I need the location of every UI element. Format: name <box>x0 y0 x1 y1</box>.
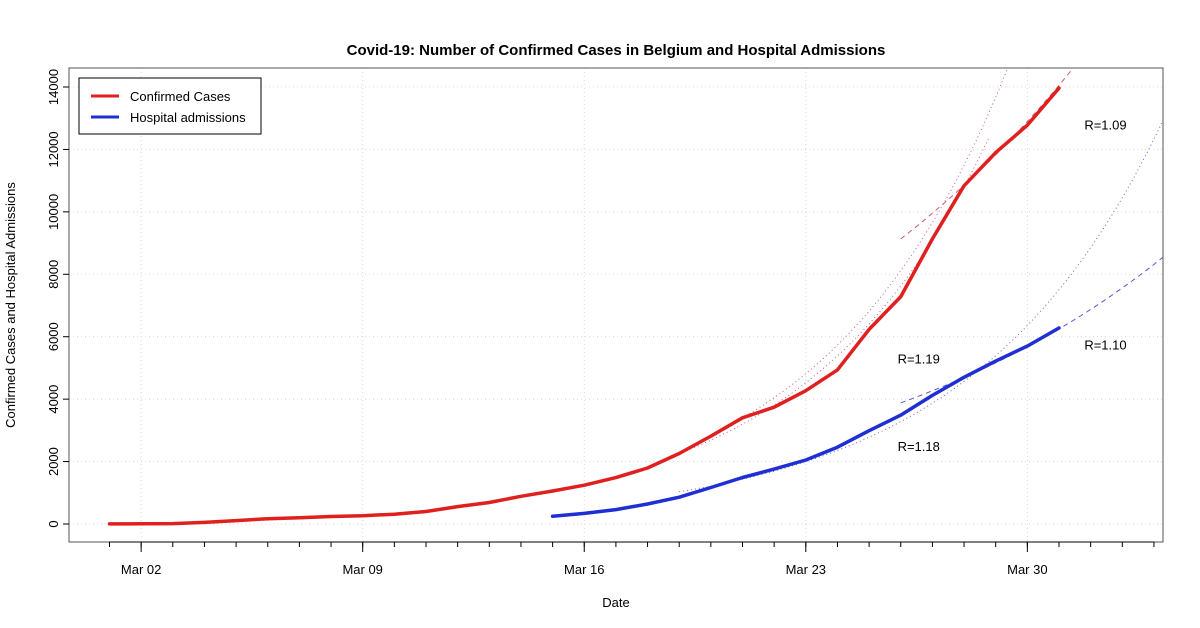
fit-curve-dashed <box>900 68 1074 240</box>
r-value-annotation: R=1.10 <box>1084 338 1126 353</box>
y-tick-label: 14000 <box>46 69 61 105</box>
x-tick-label: Mar 16 <box>564 562 604 577</box>
fit-curve-dotted <box>679 136 990 454</box>
y-tick-label: 2000 <box>46 447 61 476</box>
chart-title: Covid-19: Number of Confirmed Cases in B… <box>347 42 886 59</box>
r-value-annotation: R=1.18 <box>898 439 940 454</box>
y-axis-label: Confirmed Cases and Hospital Admissions <box>3 182 18 428</box>
y-tick-label: 10000 <box>46 194 61 230</box>
r-value-annotation: R=1.09 <box>1084 117 1126 132</box>
series-line-confirmed-cases <box>107 86 1061 526</box>
fit-curve-dashed <box>900 256 1163 404</box>
plot-frame <box>68 67 1164 543</box>
x-tick-label: Mar 02 <box>121 562 161 577</box>
x-axis: Mar 02 Mar 09 Mar 16 Mar 23 Mar 30 <box>109 541 1155 577</box>
y-tick-label: 8000 <box>46 260 61 289</box>
legend-label-hospital-admissions: Hospital admissions <box>130 110 246 125</box>
x-tick-label: Mar 30 <box>1007 562 1047 577</box>
series-lines <box>107 86 1061 526</box>
legend-box <box>78 77 262 135</box>
x-tick-label: Mar 09 <box>342 562 382 577</box>
legend-label-confirmed-cases: Confirmed Cases <box>130 89 231 104</box>
legend: Confirmed Cases Hospital admissions <box>78 77 262 135</box>
fit-curves <box>679 68 1163 493</box>
annotations: R=1.09 R=1.19 R=1.10 R=1.18 <box>898 117 1127 454</box>
fit-curve-dotted <box>679 119 1163 493</box>
y-tick-label: 6000 <box>46 322 61 351</box>
x-axis-label: Date <box>602 595 629 610</box>
y-tick-label: 12000 <box>46 131 61 167</box>
grid <box>69 68 1163 542</box>
y-tick-label: 0 <box>46 520 61 527</box>
x-tick-label: Mar 23 <box>786 562 826 577</box>
series-line-hospital-admissions <box>550 326 1061 518</box>
y-axis: 0 2000 4000 6000 8000 10000 12000 14000 <box>46 69 69 528</box>
r-value-annotation: R=1.19 <box>898 352 940 367</box>
y-tick-label: 4000 <box>46 385 61 414</box>
